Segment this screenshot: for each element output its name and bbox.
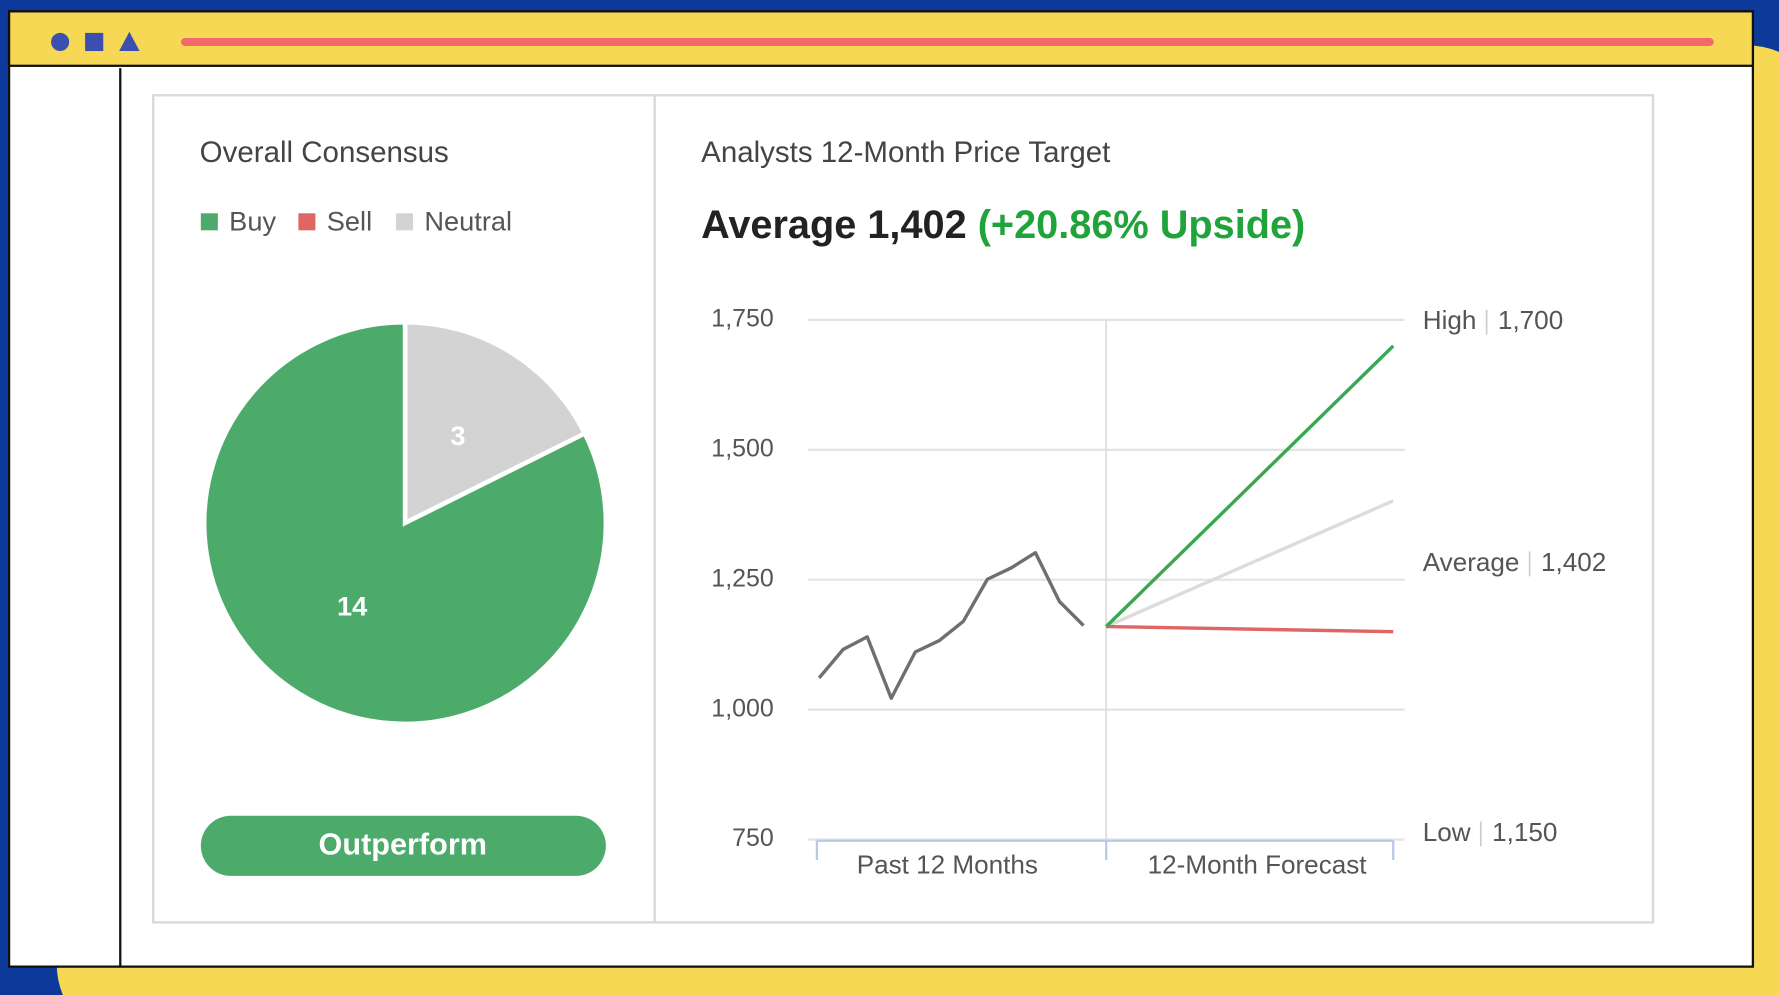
subtitle: Average 1,402 (+20.86% Upside)	[701, 204, 1305, 248]
window-button[interactable]	[85, 32, 104, 52]
forecast-name: Low	[1423, 817, 1471, 847]
legend-label: Neutral	[424, 206, 512, 237]
forecast-line	[1105, 499, 1394, 629]
y-tick-label: 1,000	[711, 694, 773, 722]
pie-slice	[402, 319, 588, 527]
y-tick-label: 1,750	[711, 305, 773, 333]
subtitle-upside: (+20.86% Upside)	[978, 204, 1306, 248]
pie-label: 3	[450, 420, 465, 451]
line-title: Analysts 12-Month Price Target	[701, 136, 1110, 169]
legend-label: Buy	[229, 206, 276, 237]
y-tick-label: 750	[732, 824, 774, 852]
pie-slice	[201, 319, 609, 727]
forecast-name: High	[1423, 305, 1477, 335]
forecast-value: 1,700	[1498, 305, 1563, 335]
y-tick-label: 1,500	[711, 434, 773, 462]
rating-label: Outperform	[319, 827, 487, 861]
legend-swatch	[298, 213, 316, 231]
pie-label: 14	[337, 591, 367, 622]
pie-title: Overall Consensus	[200, 136, 449, 169]
x-tick-label: 12-Month Forecast	[1148, 850, 1368, 880]
x-tick-label: Past 12 Months	[857, 850, 1038, 880]
window-button[interactable]	[119, 31, 140, 52]
legend-swatch	[200, 213, 218, 231]
forecast-line	[1106, 624, 1394, 634]
window-button[interactable]	[51, 32, 70, 52]
price-history	[817, 551, 1085, 700]
legend-swatch	[395, 213, 413, 231]
forecast-line	[1105, 344, 1395, 628]
rating-badge	[200, 815, 606, 876]
y-tick-label: 1,250	[711, 564, 773, 592]
forecast-value: 1,402	[1541, 547, 1606, 577]
forecast-name: Average	[1423, 547, 1520, 577]
forecast-value: 1,150	[1492, 817, 1557, 847]
legend-label: Sell	[327, 206, 372, 237]
subtitle-average: Average 1,402	[701, 204, 967, 248]
